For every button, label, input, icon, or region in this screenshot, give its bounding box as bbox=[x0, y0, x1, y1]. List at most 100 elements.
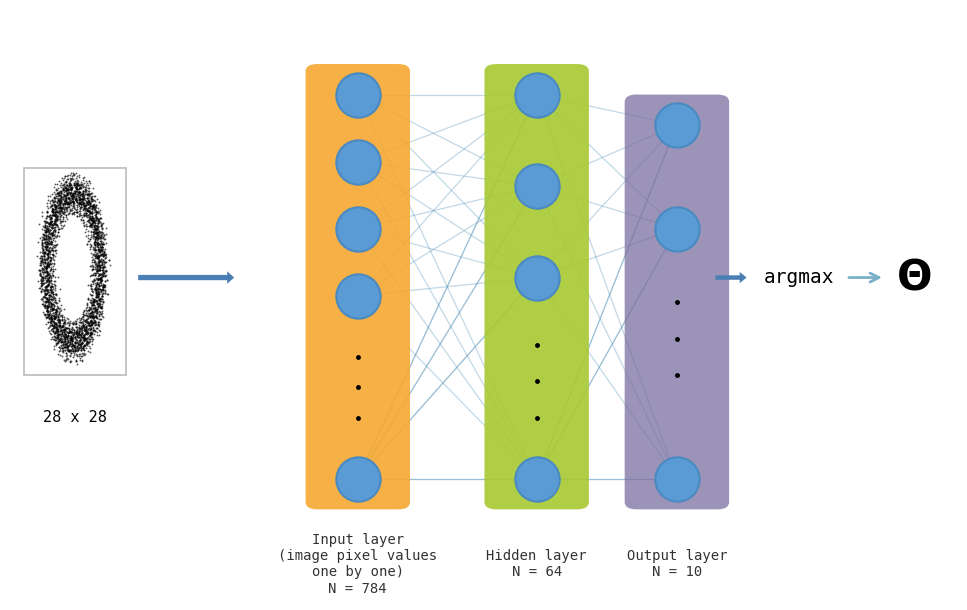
Point bbox=[82, 212, 98, 221]
Point bbox=[84, 214, 100, 223]
Point bbox=[34, 271, 49, 281]
Point bbox=[51, 309, 67, 318]
Point bbox=[58, 182, 73, 192]
Point bbox=[76, 331, 92, 340]
Point bbox=[92, 233, 107, 243]
Point bbox=[91, 274, 106, 284]
Point bbox=[77, 320, 93, 329]
Point bbox=[47, 207, 63, 217]
Point bbox=[69, 330, 84, 340]
Point bbox=[38, 292, 53, 302]
Point bbox=[79, 337, 95, 346]
Point bbox=[62, 205, 77, 215]
Point bbox=[38, 288, 53, 298]
Point bbox=[35, 245, 50, 254]
Point bbox=[67, 203, 82, 212]
Point bbox=[75, 197, 91, 207]
Point bbox=[44, 300, 59, 309]
Point bbox=[34, 260, 49, 270]
Point bbox=[34, 273, 49, 283]
Point bbox=[44, 268, 60, 278]
Point bbox=[81, 320, 97, 330]
Point bbox=[38, 245, 53, 254]
Point bbox=[92, 245, 107, 255]
Point bbox=[97, 257, 112, 267]
Point bbox=[44, 303, 59, 313]
Point bbox=[34, 265, 49, 275]
Point bbox=[90, 252, 105, 262]
Point bbox=[44, 229, 60, 239]
Point bbox=[86, 294, 102, 304]
Point bbox=[88, 292, 103, 301]
Point bbox=[90, 251, 105, 261]
Point bbox=[70, 332, 85, 342]
Point bbox=[98, 249, 113, 259]
Point bbox=[44, 253, 59, 263]
Point bbox=[45, 295, 61, 304]
Point bbox=[53, 187, 69, 197]
Point bbox=[48, 305, 64, 315]
Point bbox=[64, 323, 79, 333]
Point bbox=[39, 275, 54, 285]
Point bbox=[87, 251, 103, 261]
Point bbox=[50, 227, 66, 237]
Point bbox=[85, 270, 101, 279]
Point bbox=[93, 274, 108, 284]
Point bbox=[38, 277, 53, 287]
Point bbox=[40, 273, 55, 282]
Point bbox=[44, 230, 60, 240]
Point bbox=[75, 344, 91, 354]
Point bbox=[43, 264, 58, 274]
Point bbox=[50, 195, 66, 204]
Point bbox=[51, 315, 67, 325]
Point bbox=[90, 291, 105, 301]
Point bbox=[96, 296, 111, 306]
Point bbox=[46, 210, 62, 220]
Point bbox=[37, 227, 52, 237]
Point bbox=[63, 325, 78, 334]
Point bbox=[97, 282, 112, 292]
Point bbox=[37, 271, 52, 281]
Point bbox=[91, 274, 106, 284]
Point bbox=[74, 312, 90, 322]
Point bbox=[75, 309, 91, 318]
Point bbox=[69, 351, 84, 361]
Point bbox=[83, 215, 99, 224]
Point bbox=[66, 346, 81, 356]
Point bbox=[95, 256, 110, 265]
Point bbox=[47, 236, 63, 246]
Point bbox=[37, 216, 52, 226]
Point bbox=[59, 184, 74, 194]
Point bbox=[72, 330, 87, 340]
Point bbox=[60, 202, 75, 212]
Point bbox=[95, 237, 110, 246]
Point bbox=[82, 325, 98, 335]
Point bbox=[54, 321, 70, 331]
Point bbox=[80, 217, 96, 226]
Point bbox=[97, 286, 112, 296]
Point bbox=[44, 301, 59, 310]
Point bbox=[54, 174, 70, 184]
Point bbox=[44, 279, 59, 289]
Point bbox=[48, 318, 64, 328]
Point bbox=[80, 193, 96, 203]
Point bbox=[72, 199, 87, 209]
Point bbox=[79, 298, 95, 308]
Point bbox=[81, 188, 97, 198]
Point bbox=[90, 260, 105, 270]
Point bbox=[90, 252, 105, 262]
Point bbox=[56, 173, 72, 183]
Point bbox=[36, 275, 51, 285]
Point bbox=[93, 276, 108, 285]
Point bbox=[43, 290, 58, 300]
Point bbox=[34, 284, 49, 293]
Point bbox=[63, 334, 78, 344]
Point bbox=[41, 195, 56, 205]
Point bbox=[81, 311, 97, 321]
Point bbox=[47, 219, 63, 229]
Point bbox=[50, 192, 66, 201]
Point bbox=[92, 274, 107, 284]
Point bbox=[43, 264, 58, 274]
Point bbox=[86, 300, 102, 310]
Point bbox=[37, 251, 52, 260]
